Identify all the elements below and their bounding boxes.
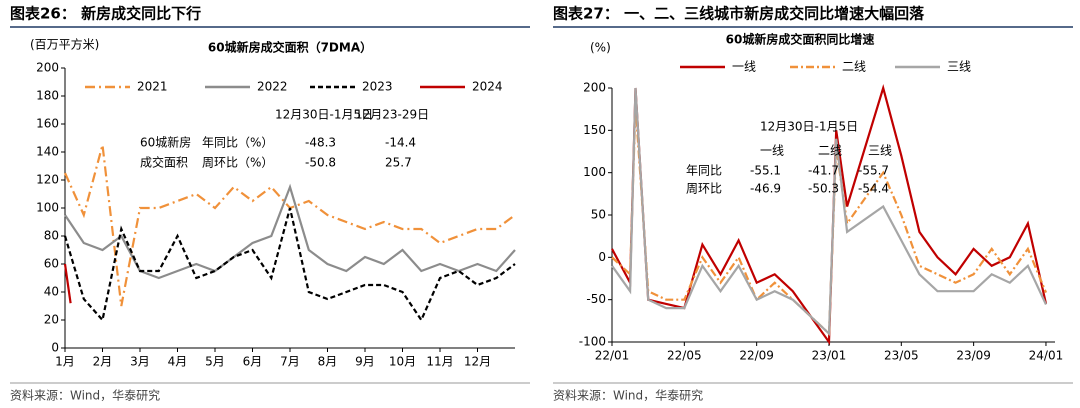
y-axis-label: (百万平方米) — [30, 37, 99, 52]
table-column: 三线 — [868, 144, 892, 158]
x-tick-label: 22/05 — [667, 349, 702, 363]
x-tick-label: 3月 — [130, 355, 150, 369]
subtitle: 60城新房成交面积（7DMA） — [208, 40, 372, 55]
table-group-label: 60城新房 — [140, 135, 191, 150]
table-cell: -55.1 — [750, 164, 781, 178]
y-tick-label: 0 — [598, 250, 606, 264]
x-tick-label: 23/05 — [884, 349, 919, 363]
table-cell: -14.4 — [385, 136, 416, 150]
x-tick-label: 11月 — [426, 355, 453, 369]
table-header: 12月30日-1月5日 — [275, 108, 373, 122]
x-tick-label: 23/01 — [812, 349, 847, 363]
y-tick-label: 150 — [583, 123, 606, 137]
x-tick-label: 10月 — [389, 355, 416, 369]
x-tick-label: 23/09 — [956, 349, 991, 363]
y-tick-label: 160 — [36, 117, 59, 131]
series-line — [63, 207, 516, 323]
series-line — [611, 83, 1048, 346]
table-cell: -55.7 — [858, 164, 889, 178]
x-tick-label: 24/01 — [1029, 349, 1064, 363]
series-line — [64, 183, 516, 280]
y-tick-label: 60 — [44, 257, 59, 271]
source: 资料来源：Wind，华泰研究 — [553, 388, 703, 403]
x-tick-label: 6月 — [243, 355, 263, 369]
table-cell: -54.4 — [858, 182, 889, 196]
x-tick-label: 1月 — [55, 355, 75, 369]
series-line — [63, 263, 72, 304]
y-tick-label: -50 — [586, 292, 606, 306]
table-row-label: 周环比（%） — [202, 156, 273, 170]
y-tick-label: 0 — [51, 341, 59, 355]
table-cell: -48.3 — [305, 136, 336, 150]
series-line — [63, 144, 516, 307]
x-tick-label: 8月 — [318, 355, 338, 369]
legend-label: 一线 — [732, 60, 756, 74]
y-tick-label: 50 — [591, 208, 606, 222]
x-tick-label: 22/09 — [739, 349, 774, 363]
table-column: 一线 — [760, 144, 784, 158]
x-tick-label: 2月 — [93, 355, 113, 369]
table-cell: -50.3 — [808, 182, 839, 196]
x-tick-label: 22/01 — [595, 349, 630, 363]
table-column: 二线 — [818, 144, 842, 158]
legend-label: 三线 — [947, 60, 971, 74]
subtitle: 60城新房成交面积同比增速 — [726, 32, 875, 47]
y-axis-label: (%) — [590, 41, 611, 55]
table-group-label: 成交面积 — [140, 155, 188, 170]
y-tick-label: 100 — [583, 165, 606, 179]
y-tick-label: 180 — [36, 89, 59, 103]
table-row-label: 年同比（%） — [202, 136, 273, 150]
y-tick-label: 140 — [36, 145, 59, 159]
table-cell: -41.7 — [808, 164, 839, 178]
y-tick-label: 20 — [44, 313, 59, 327]
legend-label: 2021 — [137, 80, 168, 94]
y-tick-label: -100 — [579, 335, 606, 349]
legend-label: 二线 — [842, 60, 866, 74]
x-tick-label: 7月 — [280, 355, 300, 369]
legend-label: 2024 — [472, 80, 503, 94]
table-row-label: 年同比 — [686, 164, 722, 178]
table-row-label: 周环比 — [686, 182, 722, 196]
y-tick-label: 80 — [44, 229, 59, 243]
y-tick-label: 40 — [44, 285, 59, 299]
series-line — [611, 104, 1048, 336]
y-tick-label: 200 — [583, 81, 606, 95]
table-cell: -46.9 — [750, 182, 781, 196]
x-tick-label: 12月 — [464, 355, 491, 369]
y-tick-label: 200 — [36, 61, 59, 75]
chart-title: 图表26： 新房成交同比下行 — [10, 5, 201, 23]
table-header: 12月23-29日 — [355, 108, 429, 122]
y-tick-label: 100 — [36, 201, 59, 215]
y-tick-label: 120 — [36, 173, 59, 187]
x-tick-label: 5月 — [205, 355, 225, 369]
legend-label: 2023 — [362, 80, 393, 94]
x-tick-label: 9月 — [355, 355, 375, 369]
table-header: 12月30日-1月5日 — [760, 120, 858, 134]
table-cell: -50.8 — [305, 156, 336, 170]
source: 资料来源：Wind，华泰研究 — [10, 388, 160, 403]
legend-label: 2022 — [257, 80, 288, 94]
x-tick-label: 4月 — [168, 355, 188, 369]
chart-title: 图表27： 一、二、三线城市新房成交同比增速大幅回落 — [553, 5, 925, 23]
table-cell: 25.7 — [385, 156, 412, 170]
series-line — [611, 87, 1047, 336]
